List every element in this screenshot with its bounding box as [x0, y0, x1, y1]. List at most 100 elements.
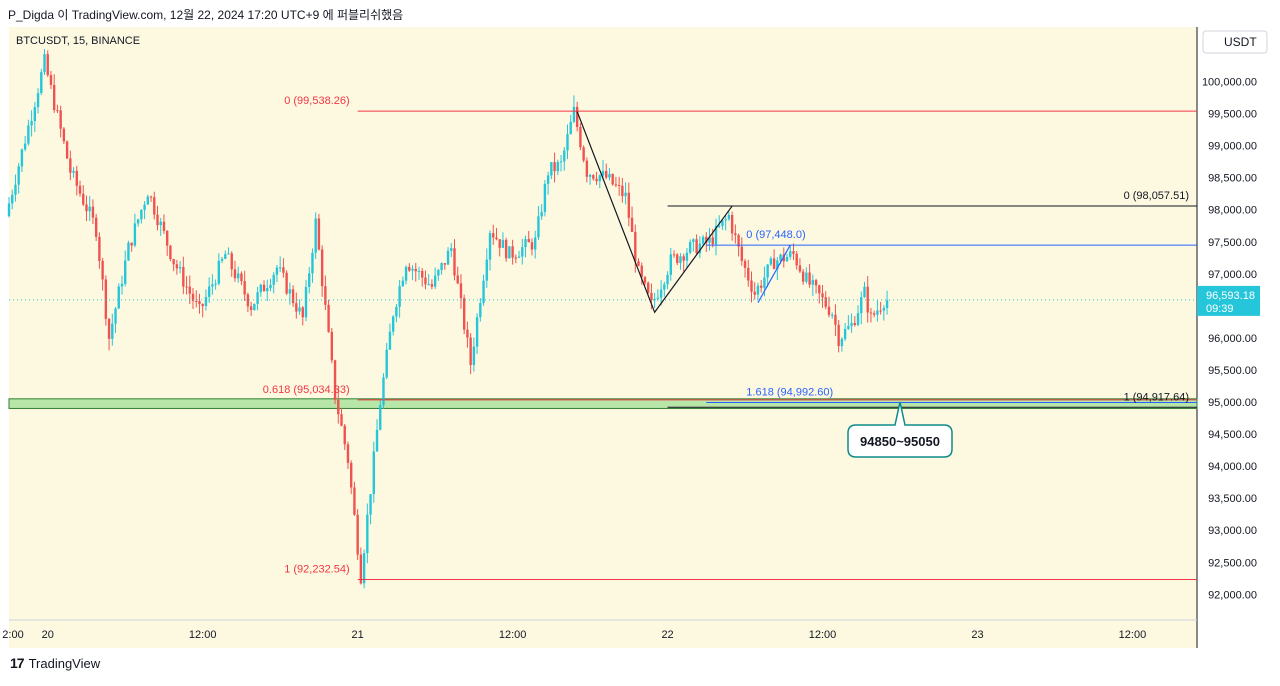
candle-body: [592, 174, 595, 179]
candle-body: [475, 317, 479, 347]
candle-body: [375, 429, 379, 452]
candle-body: [756, 285, 760, 295]
y-tick-label: 93,000.00: [1208, 525, 1257, 537]
fib-0618-label: 0.618 (95,034.33): [263, 384, 350, 396]
candle-body: [140, 209, 143, 220]
candle-body: [298, 307, 301, 312]
candle-body: [85, 204, 88, 212]
x-tick-label: 20: [42, 629, 54, 641]
candle-body: [524, 239, 527, 248]
y-tick-label: 100,000.00: [1202, 76, 1257, 88]
candle-body: [91, 206, 95, 218]
candle-body: [508, 246, 511, 259]
candle-body: [534, 237, 537, 250]
candle-body: [256, 292, 259, 304]
candle-body: [359, 554, 363, 584]
candle-body: [659, 289, 663, 298]
candle-body: [718, 225, 721, 227]
candle-body: [653, 298, 656, 301]
candle-body: [479, 303, 482, 318]
candle-body: [646, 282, 650, 293]
candle-body: [78, 185, 82, 194]
candle-body: [94, 217, 98, 237]
candle-body: [175, 264, 179, 269]
candle-body: [169, 245, 172, 260]
currency-button[interactable]: [1202, 30, 1268, 54]
candle-body: [262, 284, 266, 292]
candle-body: [220, 258, 224, 261]
candle-body: [553, 162, 556, 172]
pattern-black: [576, 111, 733, 314]
candle-body: [327, 304, 330, 332]
candle-body: [56, 110, 59, 112]
candle-body: [824, 297, 827, 307]
candle-body: [801, 271, 805, 282]
candle-body: [753, 291, 756, 295]
candle-body: [818, 285, 821, 294]
candle-body: [601, 170, 605, 176]
candle-body: [275, 267, 279, 275]
candle-body: [349, 462, 353, 488]
candle-body: [185, 286, 188, 288]
candle-body: [304, 286, 308, 318]
candle-body: [495, 237, 498, 240]
callout-box: [847, 401, 953, 458]
candle-body: [611, 174, 614, 185]
candle-body: [450, 248, 453, 251]
candle-body: [543, 183, 547, 212]
candle-body: [598, 175, 601, 182]
candle-body: [414, 268, 417, 272]
candle-body: [837, 324, 840, 347]
candle-body: [572, 106, 576, 122]
price-axis-background: [1197, 27, 1280, 648]
y-tick-label: 95,000.00: [1208, 397, 1257, 409]
candle-body: [695, 239, 698, 254]
candle-body: [430, 284, 434, 287]
candle-body: [624, 192, 627, 197]
candle-body: [111, 323, 114, 339]
candle-body: [705, 236, 708, 243]
brand-name: TradingView: [28, 655, 101, 671]
candle-body: [456, 275, 459, 284]
candle-body: [411, 268, 414, 271]
candle-body: [343, 425, 346, 445]
candle-body: [65, 141, 69, 159]
support-zone: [8, 398, 1198, 409]
candle-body: [740, 246, 744, 261]
candle-body: [711, 237, 714, 245]
candle-body: [637, 261, 640, 266]
candle-body: [427, 284, 430, 286]
candle-body: [7, 203, 11, 217]
candle-body: [885, 300, 889, 308]
candle-body: [563, 150, 566, 162]
x-tick-label: 12:00: [809, 629, 837, 641]
candle-body: [333, 360, 337, 400]
candle-body: [43, 54, 46, 73]
candle-body: [708, 237, 711, 243]
x-tick-label: 12:00: [499, 629, 527, 641]
x-tick-label: 2:00: [2, 629, 23, 641]
candle-body: [614, 184, 618, 186]
candle-body: [688, 241, 692, 253]
candle-body: [627, 192, 631, 218]
candle-body: [485, 259, 488, 281]
candle-body: [869, 312, 873, 314]
publish-caption: P_Digda 이 TradingView.com, 12월 22, 2024 …: [8, 8, 404, 22]
candle-body: [237, 273, 240, 279]
candle-body: [750, 280, 753, 292]
candle-body: [362, 553, 366, 584]
candle-body: [698, 243, 702, 254]
fib-1-right-label: 1 (94,917.64): [1124, 391, 1189, 403]
candle-body: [249, 306, 253, 311]
candle-body: [308, 273, 311, 287]
candle-body: [33, 107, 37, 122]
candle-body: [663, 284, 666, 290]
y-tick-label: 92,000.00: [1208, 589, 1257, 601]
candle-body: [585, 160, 589, 177]
candle-body: [579, 127, 582, 148]
y-tick-label: 92,500.00: [1208, 557, 1257, 569]
candle-body: [666, 274, 669, 285]
candle-body: [876, 310, 879, 315]
